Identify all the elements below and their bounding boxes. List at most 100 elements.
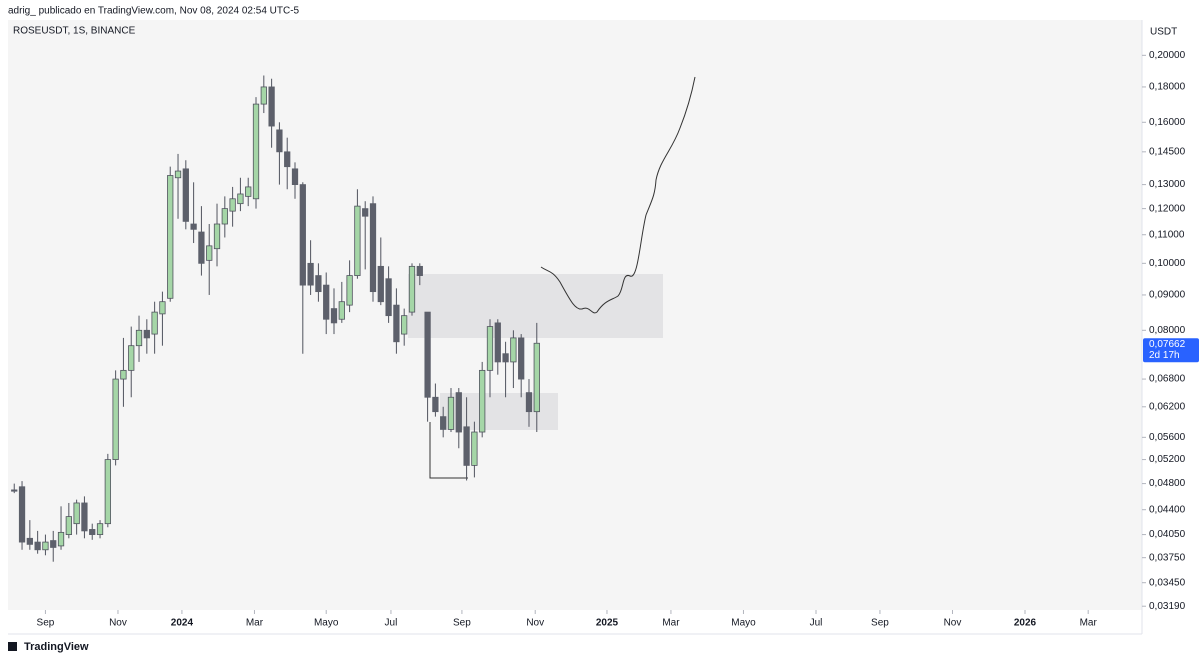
y-tick-label: 0,06200 xyxy=(1149,401,1186,412)
candle-body xyxy=(377,265,384,303)
y-tick-label: 0,03190 xyxy=(1149,601,1186,612)
candle-body xyxy=(252,103,260,200)
candle-body xyxy=(237,193,244,205)
y-tick-label: 0,04800 xyxy=(1149,478,1186,489)
candle-body xyxy=(393,304,400,343)
candle-body xyxy=(221,208,228,225)
candle-body xyxy=(502,353,509,363)
candle-body xyxy=(525,392,533,413)
candle-body xyxy=(213,223,221,250)
y-tick-label: 0,20000 xyxy=(1149,50,1186,61)
candle-body xyxy=(408,265,416,313)
candle-body xyxy=(533,342,540,413)
y-tick-label: 0,16000 xyxy=(1149,117,1186,128)
candle-body xyxy=(401,315,408,335)
candle-body xyxy=(65,516,72,535)
last-price-label: 0,07662 xyxy=(1149,339,1186,350)
candle-body xyxy=(479,369,486,433)
footer: TradingView xyxy=(24,641,89,653)
y-tick-label: 0,10000 xyxy=(1149,258,1186,269)
projection-line xyxy=(540,76,696,314)
x-tick-label: Sep xyxy=(871,618,889,629)
y-tick-label: 0,03750 xyxy=(1149,552,1186,563)
candle-body xyxy=(346,275,353,306)
candle-body xyxy=(455,392,462,433)
candle-body xyxy=(354,205,361,276)
candle-body xyxy=(447,396,455,430)
y-tick-label: 0,12000 xyxy=(1149,203,1186,214)
candle-body xyxy=(338,301,345,320)
candle-body xyxy=(167,175,174,299)
y-tick-label: 0,08000 xyxy=(1149,325,1186,336)
candle-body xyxy=(424,311,431,398)
candle-body xyxy=(89,529,96,535)
x-tick-label: Mayo xyxy=(314,618,339,629)
candle-body xyxy=(518,337,525,380)
currency: USDT xyxy=(1150,27,1177,38)
candle-body xyxy=(143,329,150,339)
x-tick-label: 2026 xyxy=(1014,618,1037,629)
candle-body xyxy=(104,459,111,525)
symbol: ROSEUSDT, 1S, BINANCE xyxy=(13,26,136,37)
y-tick-label: 0,13000 xyxy=(1149,179,1186,190)
candle-body xyxy=(159,301,166,315)
x-tick-label: Nov xyxy=(526,618,544,629)
candle-body xyxy=(182,168,189,222)
y-tick-label: 0,05600 xyxy=(1149,432,1186,443)
y-tick-label: 0,14500 xyxy=(1149,146,1186,157)
candle-body xyxy=(510,337,517,363)
candle-body xyxy=(73,502,80,525)
candle-body xyxy=(416,265,423,276)
candle-body xyxy=(432,396,439,413)
candle-body xyxy=(26,537,33,545)
candle-body xyxy=(112,378,119,460)
x-tick-label: 2024 xyxy=(171,618,194,629)
candle-body xyxy=(385,278,392,317)
candle-body xyxy=(369,203,377,293)
candle-body xyxy=(463,426,470,466)
x-tick-label: Sep xyxy=(453,618,471,629)
x-tick-label: Nov xyxy=(109,618,127,629)
candle-body xyxy=(486,326,494,371)
y-tick-label: 0,03450 xyxy=(1149,577,1186,588)
candle-body xyxy=(245,186,252,197)
candle-body xyxy=(135,329,143,347)
candle-body xyxy=(198,231,205,264)
y-tick-label: 0,04400 xyxy=(1149,504,1186,515)
candle-body xyxy=(206,245,213,261)
candle-body xyxy=(11,489,18,492)
x-tick-label: Mar xyxy=(662,618,680,629)
candle-body xyxy=(18,486,26,543)
last-price-marker xyxy=(1143,338,1199,363)
x-tick-label: Jul xyxy=(385,618,398,629)
candle-body xyxy=(330,308,338,324)
candle-body xyxy=(440,416,447,430)
header: adrig_ publicado en TradingView.com, Nov… xyxy=(8,6,300,17)
candle-body xyxy=(291,168,299,185)
candle-body xyxy=(471,431,478,466)
candle-body xyxy=(34,541,41,551)
candle-body xyxy=(128,345,135,371)
candle-body xyxy=(174,170,182,179)
candle-body xyxy=(299,184,306,286)
y-tick-label: 0,05200 xyxy=(1149,454,1186,465)
candle-body xyxy=(120,369,127,380)
candle-body xyxy=(81,502,88,532)
candle-body xyxy=(362,208,369,217)
x-tick-label: Jul xyxy=(810,618,823,629)
candle-body xyxy=(284,151,291,168)
x-tick-label: Nov xyxy=(944,618,962,629)
candle-body xyxy=(276,129,283,153)
x-tick-label: Mayo xyxy=(731,618,756,629)
candle-body xyxy=(57,531,65,547)
candle-body xyxy=(96,523,104,535)
candle-body xyxy=(42,541,49,551)
y-tick-label: 0,06800 xyxy=(1149,374,1186,385)
zone-box xyxy=(408,274,663,338)
x-tick-label: Mar xyxy=(1080,618,1098,629)
candle-body xyxy=(307,262,314,286)
y-tick-label: 0,09000 xyxy=(1149,290,1186,301)
candle-body xyxy=(494,322,501,363)
candle-body xyxy=(229,198,236,212)
x-tick-label: Mar xyxy=(246,618,264,629)
